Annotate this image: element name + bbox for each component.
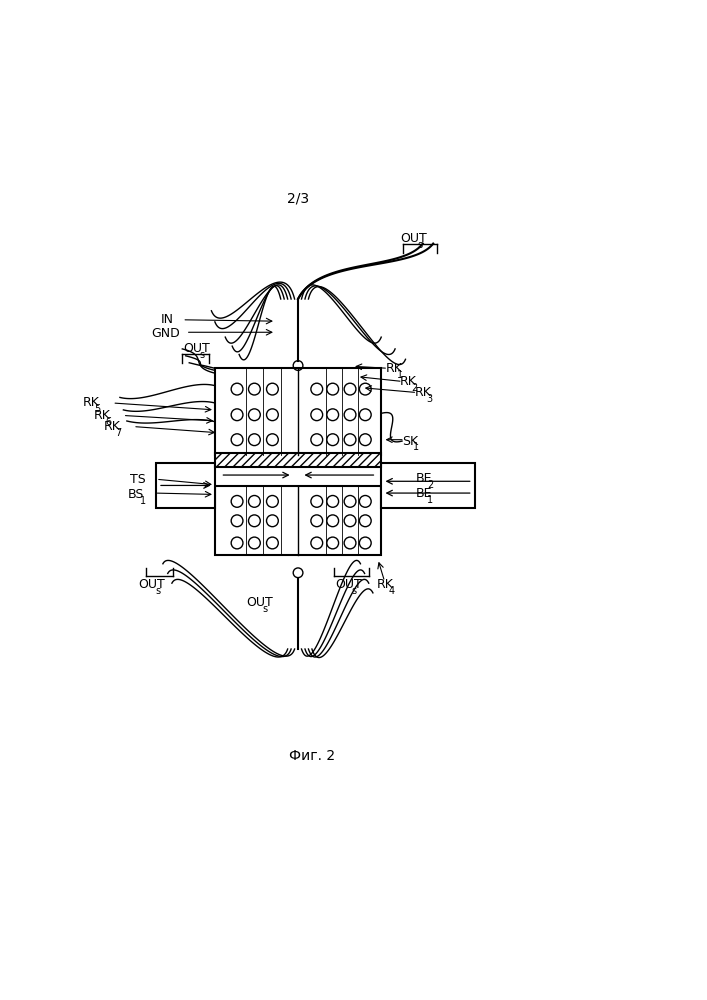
Text: 3: 3 xyxy=(426,394,432,404)
Bar xyxy=(215,368,381,455)
Bar xyxy=(215,486,381,555)
Text: s: s xyxy=(155,586,160,596)
Text: RK: RK xyxy=(400,375,417,388)
Text: s: s xyxy=(199,350,204,360)
Text: RK: RK xyxy=(83,396,100,409)
Text: OUT: OUT xyxy=(401,232,428,245)
Text: s: s xyxy=(417,240,422,250)
Text: 1: 1 xyxy=(139,496,146,506)
Text: Фиг. 2: Фиг. 2 xyxy=(289,749,335,763)
Text: OUT: OUT xyxy=(139,578,165,591)
Text: BE: BE xyxy=(416,472,433,485)
Text: 4: 4 xyxy=(388,586,395,596)
Text: OUT: OUT xyxy=(335,578,361,591)
Text: TS: TS xyxy=(130,473,146,486)
Text: RK: RK xyxy=(414,386,431,399)
Text: IN: IN xyxy=(160,313,174,326)
Text: OUT: OUT xyxy=(246,596,273,609)
Text: 1: 1 xyxy=(427,495,433,505)
Text: 2: 2 xyxy=(427,480,433,490)
Bar xyxy=(215,453,381,467)
Text: RK: RK xyxy=(104,420,121,433)
Bar xyxy=(156,463,215,508)
Text: s: s xyxy=(351,586,356,596)
Text: GND: GND xyxy=(151,327,180,340)
Text: 5: 5 xyxy=(95,404,101,414)
Text: RK: RK xyxy=(377,578,394,591)
Text: 2: 2 xyxy=(411,383,418,393)
Text: RK: RK xyxy=(385,362,402,375)
Text: 7: 7 xyxy=(115,428,122,438)
Text: OUT: OUT xyxy=(183,342,210,355)
Text: s: s xyxy=(262,604,267,614)
Text: SK: SK xyxy=(402,435,418,448)
Text: RK: RK xyxy=(93,409,110,422)
Text: BE: BE xyxy=(416,487,433,500)
Text: 2/3: 2/3 xyxy=(287,191,309,205)
Text: 6: 6 xyxy=(105,417,111,427)
Text: 1: 1 xyxy=(414,442,419,452)
Text: 1: 1 xyxy=(397,370,403,380)
Text: BS: BS xyxy=(128,488,145,501)
Bar xyxy=(381,463,475,508)
